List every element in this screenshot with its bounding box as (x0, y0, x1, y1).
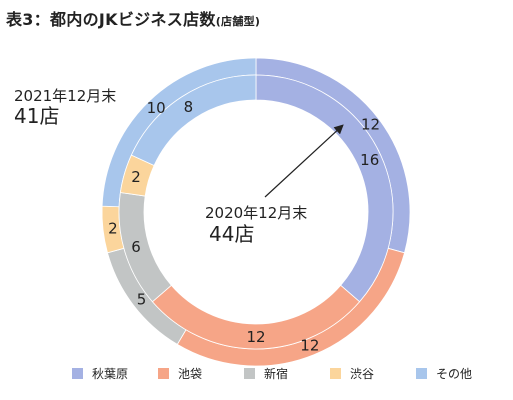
outer-ring-label: 2021年12月末 41店 (14, 87, 117, 129)
inner-ring-slice-1 (255, 74, 394, 303)
chart-title-sub: (店舗型) (215, 15, 261, 28)
outer-ring-value-label-2: 12 (300, 337, 319, 355)
legend-label: 池袋 (178, 367, 203, 381)
legend-swatch (244, 368, 255, 379)
chart-title-main: 表3：都内のJKビジネス店数 (6, 10, 216, 29)
outer-ring-period: 2021年12月末 (14, 87, 117, 105)
legend-label: 秋葉原 (92, 367, 129, 381)
inner-ring-slice-5 (130, 74, 257, 167)
outer-ring-value-label-3: 5 (137, 290, 147, 308)
legend-item-1: 秋葉原 (72, 365, 158, 382)
outer-ring-value-label-4: 2 (108, 220, 118, 238)
legend-label: 新宿 (264, 367, 289, 381)
inner-ring-value-label-5: 8 (184, 98, 194, 116)
legend-label: 渋谷 (350, 367, 375, 381)
legend-item-4: 渋谷 (330, 365, 416, 382)
inner-ring-period: 2020年12月末 (205, 204, 308, 222)
inner-ring-value-label-3: 6 (131, 238, 141, 256)
legend-item-3: 新宿 (244, 365, 330, 382)
outer-ring-value-label-5: 10 (147, 99, 166, 117)
legend-item-5: その他 (416, 365, 502, 382)
donut-rings (101, 57, 411, 367)
legend: 秋葉原 池袋 新宿 渋谷 その他 (72, 365, 502, 382)
legend-swatch (72, 368, 83, 379)
inner-ring-total: 44店 (209, 222, 255, 246)
legend-label: その他 (436, 367, 473, 381)
outer-ring-value-label-1: 12 (361, 116, 380, 134)
inner-ring-label: 2020年12月末 44店 (205, 204, 307, 246)
inner-ring-value-label-1: 16 (360, 151, 379, 169)
legend-swatch (158, 368, 169, 379)
inner-ring-value-label-2: 12 (246, 328, 265, 346)
legend-swatch (330, 368, 341, 379)
chart-title: 表3：都内のJKビジネス店数(店舗型) (6, 6, 260, 30)
inner-ring-value-label-4: 2 (131, 168, 141, 186)
legend-item-2: 池袋 (158, 365, 244, 382)
pointer-arrow (264, 124, 344, 198)
legend-swatch (416, 368, 427, 379)
outer-ring-total: 41店 (14, 104, 60, 129)
